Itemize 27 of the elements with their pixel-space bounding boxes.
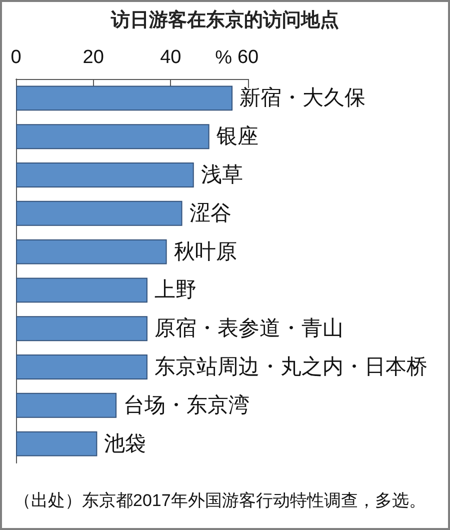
- y-tick-label: 涩谷: [189, 202, 232, 225]
- y-tick-label: 台场・东京湾: [124, 394, 250, 417]
- y-tick-label: 池袋: [104, 432, 146, 456]
- bar: [16, 392, 117, 418]
- bar: [16, 124, 210, 150]
- x-tick-label: 60: [237, 47, 259, 68]
- bar: [16, 200, 182, 226]
- x-tick-label: 20: [82, 47, 104, 68]
- y-tick-label: 银座: [215, 125, 258, 148]
- y-tick-label: 原宿・表参道・青山: [154, 317, 344, 340]
- bar: [16, 162, 194, 188]
- chart-title: 访日游客在东京的访问地点: [110, 9, 339, 31]
- text: （出处）东京都2017年外国游客行动特性调查，多选。: [14, 491, 426, 510]
- x-tick-label: 0: [10, 47, 22, 68]
- bar: [16, 278, 148, 303]
- x-axis-title: %: [215, 48, 232, 68]
- y-tick-label: 上野: [154, 278, 196, 302]
- bar: [16, 431, 98, 456]
- y-tick-label: 浅草: [200, 164, 243, 186]
- x-tick-label: 40: [160, 47, 182, 68]
- bar: [16, 86, 233, 111]
- bar: [16, 239, 167, 264]
- bar: [16, 316, 148, 342]
- y-tick-label: 秋叶原: [174, 240, 237, 264]
- y-tick-label: 新宿・大久保: [240, 86, 366, 110]
- y-tick-label: 东京站周边・丸之内・日本桥: [154, 356, 428, 378]
- bar: [16, 354, 148, 380]
